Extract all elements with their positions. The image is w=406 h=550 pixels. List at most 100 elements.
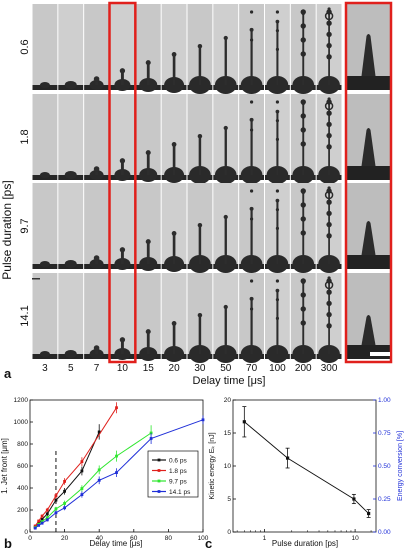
cavity-bulge [64, 171, 77, 179]
data-point [97, 468, 101, 472]
jet-tip [119, 68, 126, 74]
data-point [33, 524, 37, 528]
panel-c-frame [232, 399, 377, 533]
legend-marker [157, 469, 161, 472]
jet-tip [223, 35, 228, 41]
data-point [45, 508, 49, 512]
column-label: 50 [220, 363, 232, 374]
panel-c-y-title-right: Energy conversion [%] [397, 431, 404, 501]
jet-tip [249, 296, 254, 301]
jet-tip [249, 27, 254, 32]
data-point [115, 406, 118, 410]
jet [224, 128, 227, 175]
zoom-liquid [347, 255, 390, 269]
scale-bar-small [32, 278, 40, 280]
panel-c: 1 10 0 5 10 15 20 0.00 0.25 0.50 0.75 1.00 Pulse du… [205, 397, 404, 550]
data-point [201, 418, 205, 422]
jet [276, 290, 279, 354]
droplet [324, 190, 334, 200]
droplet [324, 280, 334, 290]
legend-marker [157, 490, 161, 493]
data-point [40, 517, 44, 521]
jet [198, 315, 202, 354]
column-label: 7 [94, 363, 100, 374]
jet [172, 144, 176, 175]
row-label: 9.7 [19, 218, 31, 233]
image-tile [58, 183, 84, 269]
jet-tip [223, 214, 228, 220]
data-point [63, 506, 66, 510]
column-label: 200 [295, 363, 312, 374]
column-label: 10 [117, 363, 129, 374]
panel-c-y-title: Kinetic energy Eₖ [nJ] [209, 432, 216, 499]
panel-b-label: b [4, 536, 12, 550]
y-tick-label: 1000 [14, 419, 29, 426]
panel-a: 0.6 1.8 9.7 14.1 3 5 7 10 15 20 30 50 70 100 200 300 P… [0, 1, 393, 387]
data-point [40, 514, 44, 518]
data-point [54, 498, 58, 502]
droplet [249, 307, 254, 311]
image-tile [58, 273, 84, 359]
droplet [326, 210, 332, 217]
jet-tip [249, 206, 254, 211]
jet [250, 29, 253, 85]
droplet [249, 10, 254, 14]
droplet [300, 51, 306, 57]
cavity-bulge [39, 172, 50, 178]
droplet [300, 37, 306, 43]
droplet [275, 189, 280, 193]
droplet [326, 323, 332, 329]
jet-tip [249, 117, 254, 122]
data-point [54, 507, 58, 511]
column-label: 300 [321, 363, 338, 374]
legend-box [147, 450, 199, 498]
y-right-tick-label: 0.25 [378, 496, 391, 503]
droplet [275, 29, 280, 33]
jet-tip [275, 288, 280, 293]
jet [198, 46, 202, 85]
jet [95, 258, 99, 264]
image-row [32, 273, 390, 363]
data-point [37, 519, 41, 523]
zoom-liquid [347, 76, 390, 90]
panel-b-x-title: Delay time [μs] [89, 539, 142, 548]
jet-tip [119, 247, 126, 253]
jet [224, 307, 227, 354]
droplet [326, 221, 332, 228]
jet-tip [197, 222, 203, 228]
panel-a-y-title: Pulse duration [ps] [0, 180, 14, 279]
image-tile [32, 273, 58, 359]
panel-a-x-title: Delay time [μs] [193, 375, 266, 387]
column-label: 70 [246, 363, 258, 374]
droplet [326, 42, 332, 49]
cavity-bulge [39, 261, 50, 267]
jet-tip [93, 345, 100, 351]
panel-c-label: c [205, 536, 212, 550]
jet-tip [171, 321, 177, 326]
droplet [275, 119, 280, 123]
droplet [275, 100, 280, 104]
legend-label: 9.7 ps [169, 478, 187, 485]
droplet [300, 9, 306, 15]
y-tick-label: 200 [17, 507, 28, 514]
jet [224, 217, 227, 264]
x-tick-label: 0 [28, 535, 32, 542]
image-row [32, 183, 390, 273]
series [33, 424, 101, 529]
data-point [33, 526, 37, 530]
cavity-bulge [39, 351, 50, 357]
droplet [249, 217, 254, 221]
image-tile [32, 94, 58, 180]
legend-marker [157, 479, 161, 483]
column-label: 5 [68, 363, 74, 374]
x-tick-label: 80 [165, 535, 173, 542]
data-point [97, 478, 101, 482]
row-label: 0.6 [19, 39, 31, 54]
droplet [300, 306, 306, 312]
jet [95, 169, 99, 175]
droplet [300, 216, 306, 222]
cavity-bulge [39, 82, 50, 88]
droplet [249, 128, 254, 132]
